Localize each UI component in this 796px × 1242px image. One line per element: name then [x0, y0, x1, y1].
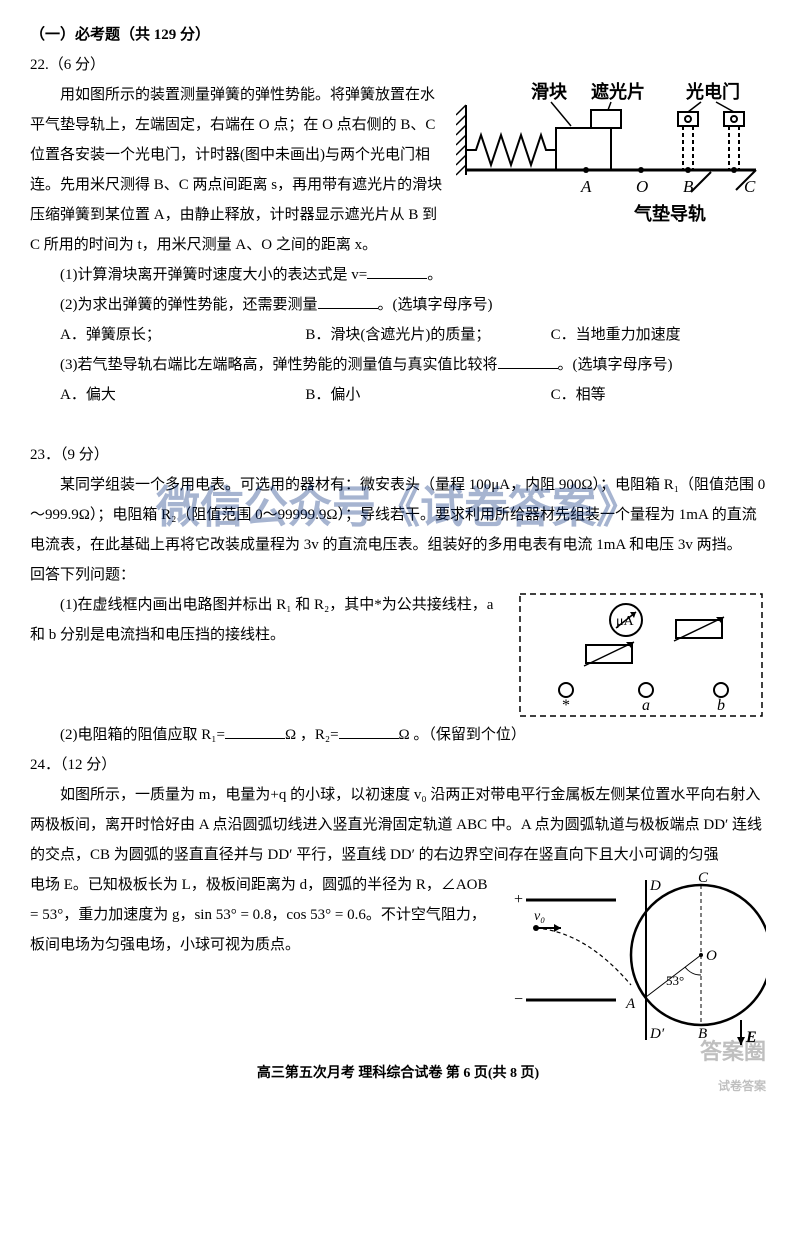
label-Ac: A [625, 996, 636, 1012]
page-footer: 高三第五次月考 理科综合试卷 第 6 页(共 8 页) [30, 1060, 766, 1088]
q23-figure: μA * a b [516, 590, 766, 720]
label-slider: 滑块 [531, 82, 568, 102]
q22-sub1: (1)计算滑块离开弹簧时速度大小的表达式是 v= 。 [30, 260, 766, 290]
q24-body1: 如图所示，一质量为 m，电量为+q 的小球，以初速度 v₀ 沿两正对带电平行金属… [30, 780, 766, 870]
section-title: （一）必考题（共 129 分） [30, 20, 766, 50]
label-star: * [562, 697, 570, 714]
label-E: E [745, 1029, 757, 1046]
q23-s2b: Ω 。（保留到个位） [399, 727, 526, 743]
q24-figure: + − v₀ D D′ O C B A 53° E [506, 870, 766, 1050]
q22-figure: 滑块 遮光片 光电门 A O B C 气垫导轨 [456, 80, 766, 250]
label-gate: 光电门 [685, 81, 740, 102]
label-Cc: C [698, 870, 709, 886]
blank-r2[interactable] [339, 724, 399, 739]
q23-number: 23．（9 分） [30, 440, 766, 470]
q22-s2-optB[interactable]: B．滑块(含遮光片)的质量； [275, 320, 520, 350]
blank-r1[interactable] [225, 724, 285, 739]
label-Dp: D′ [649, 1026, 665, 1042]
q22-number: 22.（6 分） [30, 50, 766, 80]
svg-text:−: − [514, 991, 523, 1008]
q22-s3-optC[interactable]: C．相等 [521, 380, 766, 410]
label-Oc: O [706, 948, 717, 964]
q22-sub2: (2)为求出弹簧的弹性势能，还需要测量 。(选填字母序号) [30, 290, 766, 320]
q23-s2a: (2)电阻箱的阻值应取 R₁= [60, 727, 225, 743]
label-Bc: B [698, 1026, 707, 1042]
blank-measure[interactable] [318, 294, 378, 309]
label-track: 气垫导轨 [633, 203, 706, 224]
q23-body1: 某同学组装一个多用电表。可选用的器材有：微安表头（量程 100μA，内阻 900… [30, 470, 766, 560]
q23-body2: 回答下列问题： [30, 560, 766, 590]
label-a: a [642, 697, 650, 714]
q22-s3a: (3)若气垫导轨右端比左端略高，弹性势能的测量值与真实值比较将 [60, 357, 498, 373]
label-D: D [649, 878, 661, 894]
q22-s2b: 。(选填字母序号) [378, 297, 493, 313]
q23-sub2: (2)电阻箱的阻值应取 R₁= Ω ，R₂= Ω 。（保留到个位） [30, 720, 766, 750]
label-b: b [717, 697, 725, 714]
q22-s2-optC[interactable]: C．当地重力加速度 [521, 320, 766, 350]
label-C: C [744, 177, 756, 196]
q22-s3-optB[interactable]: B．偏小 [275, 380, 520, 410]
label-v0: v₀ [534, 909, 545, 924]
q22-s3-optA[interactable]: A．偏大 [30, 380, 275, 410]
q22-s3b: 。(选填字母序号) [558, 357, 673, 373]
label-flag: 遮光片 [591, 81, 645, 102]
label-angle: 53° [666, 973, 684, 988]
svg-text:+: + [514, 891, 523, 908]
q22-s2a: (2)为求出弹簧的弹性势能，还需要测量 [60, 297, 318, 313]
q22-s2-options: A．弹簧原长； B．滑块(含遮光片)的质量； C．当地重力加速度 [30, 320, 766, 350]
q22-s2-optA[interactable]: A．弹簧原长； [30, 320, 275, 350]
label-B: B [683, 177, 694, 196]
blank-v[interactable] [367, 264, 427, 279]
q22-sub3: (3)若气垫导轨右端比左端略高，弹性势能的测量值与真实值比较将 。(选填字母序号) [30, 350, 766, 380]
label-A: A [580, 177, 592, 196]
q22-s3-options: A．偏大 B．偏小 C．相等 [30, 380, 766, 410]
q22-s1b: 。 [427, 267, 442, 283]
q22-s1a: (1)计算滑块离开弹簧时速度大小的表达式是 v= [60, 267, 367, 283]
blank-compare[interactable] [498, 354, 558, 369]
q24-number: 24．（12 分） [30, 750, 766, 780]
label-O: O [636, 177, 648, 196]
q23-s2mid: Ω ，R₂= [285, 727, 339, 743]
